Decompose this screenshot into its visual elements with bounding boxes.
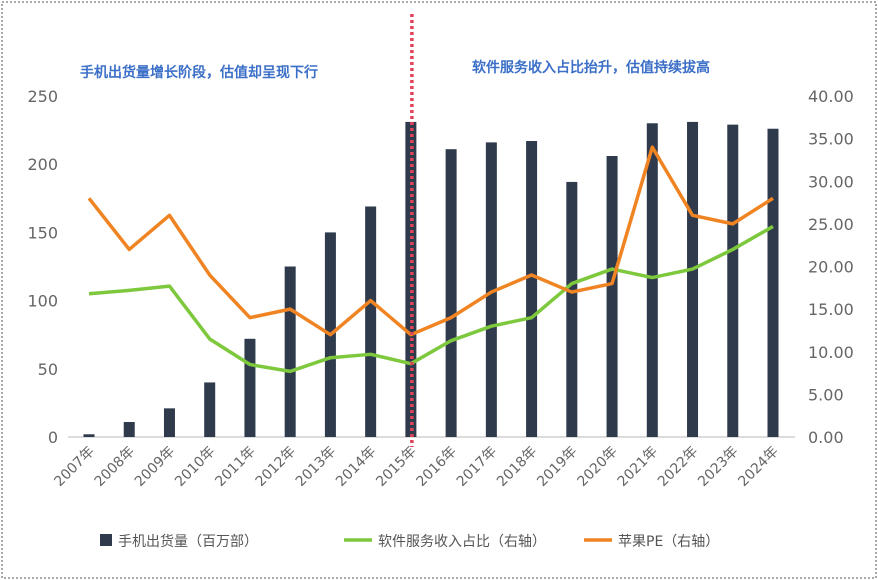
bar-2018年 bbox=[526, 141, 538, 437]
bar-2022年 bbox=[687, 121, 699, 437]
line-series-2 bbox=[87, 145, 774, 337]
left-tick-label: 0 bbox=[48, 428, 58, 447]
legend-label: 手机出货量（百万部） bbox=[118, 533, 258, 550]
x-tick-label: 2011年 bbox=[212, 444, 258, 490]
bar-2010年 bbox=[204, 382, 216, 437]
x-tick-label: 2007年 bbox=[51, 444, 97, 490]
bar-2019年 bbox=[566, 181, 578, 437]
right-tick-label: 5.00 bbox=[808, 385, 844, 404]
right-tick-label: 35.00 bbox=[808, 130, 854, 149]
bar-2024年 bbox=[767, 128, 779, 437]
right-tick-label: 20.00 bbox=[808, 258, 854, 277]
x-tick-label: 2016年 bbox=[414, 444, 460, 490]
x-tick-label: 2009年 bbox=[132, 444, 178, 490]
x-tick-label: 2008年 bbox=[92, 444, 138, 490]
x-tick-label: 2021年 bbox=[615, 444, 661, 490]
right-tick-label: 40.00 bbox=[808, 87, 854, 106]
bar-2023年 bbox=[727, 124, 739, 438]
x-tick-label: 2019年 bbox=[534, 444, 580, 490]
left-tick-label: 50 bbox=[38, 360, 58, 379]
right-tick-label: 0.00 bbox=[808, 428, 844, 447]
x-tick-label: 2020年 bbox=[574, 444, 620, 490]
x-tick-label: 2023年 bbox=[695, 444, 741, 490]
annotation-left: 手机出货量增长阶段，估值却呈现下行 bbox=[80, 64, 318, 81]
bar-2012年 bbox=[284, 266, 296, 437]
legend-label: 软件服务收入占比（右轴） bbox=[378, 534, 546, 550]
annotation-right: 软件服务收入占比抬升，估值持续拔高 bbox=[472, 59, 710, 76]
x-tick-label: 2012年 bbox=[253, 444, 299, 490]
right-tick-label: 30.00 bbox=[808, 172, 854, 191]
left-tick-label: 150 bbox=[27, 223, 58, 242]
bar-2017年 bbox=[485, 142, 497, 437]
bar-2009年 bbox=[163, 408, 175, 437]
right-tick-label: 25.00 bbox=[808, 215, 854, 234]
x-tick-label: 2022年 bbox=[655, 444, 701, 490]
line-series-1 bbox=[88, 224, 774, 374]
bar-2014年 bbox=[365, 206, 377, 437]
legend-swatch-bar bbox=[100, 534, 112, 546]
bar-2020年 bbox=[606, 156, 618, 438]
x-tick-label: 2024年 bbox=[735, 444, 781, 490]
x-tick-label: 2014年 bbox=[333, 444, 379, 490]
bar-2008年 bbox=[123, 421, 135, 437]
right-tick-label: 15.00 bbox=[808, 300, 854, 319]
right-tick-label: 10.00 bbox=[808, 343, 854, 362]
left-tick-label: 250 bbox=[27, 87, 58, 106]
left-tick-label: 100 bbox=[27, 292, 58, 311]
bar-2016年 bbox=[445, 149, 457, 438]
x-tick-label: 2018年 bbox=[494, 444, 540, 490]
bar-2011年 bbox=[244, 338, 256, 437]
x-tick-label: 2010年 bbox=[172, 444, 218, 490]
x-tick-label: 2017年 bbox=[454, 444, 500, 490]
bar-2007年 bbox=[83, 434, 95, 437]
left-tick-label: 200 bbox=[27, 155, 58, 174]
x-tick-label: 2013年 bbox=[293, 444, 339, 490]
x-tick-label: 2015年 bbox=[373, 444, 419, 490]
bar-2021年 bbox=[646, 123, 658, 437]
legend-label: 苹果PE（右轴） bbox=[618, 534, 719, 550]
